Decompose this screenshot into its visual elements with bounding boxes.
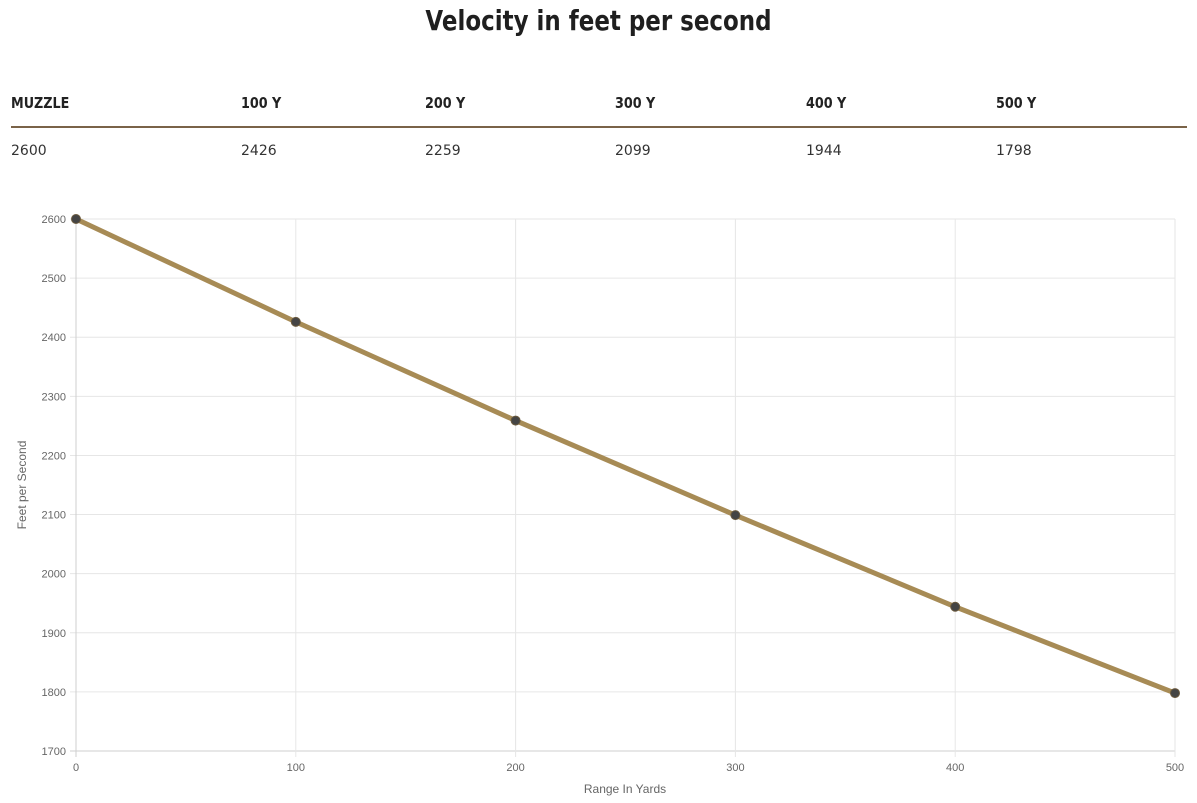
series xyxy=(71,214,1180,699)
data-point xyxy=(510,415,521,426)
y-tick-label: 2300 xyxy=(42,391,66,403)
y-tick-label: 2100 xyxy=(42,510,66,522)
y-axis: 1700 1800 1900 2000 2100 2200 2300 2400 2500 2600 xyxy=(42,214,66,758)
x-tick-label: 200 xyxy=(506,762,524,774)
x-tick-label: 400 xyxy=(946,762,964,774)
value-500y: 1798 xyxy=(996,143,1032,159)
y-axis-label: Feet per Second xyxy=(15,441,29,530)
value-200y: 2259 xyxy=(425,143,461,159)
data-point xyxy=(71,214,81,224)
table-row: 2600 2426 2259 2099 1944 1798 xyxy=(11,128,1187,159)
x-tick-label: 0 xyxy=(73,762,79,774)
data-point xyxy=(730,510,741,521)
x-axis-label: Range In Yards xyxy=(584,782,666,796)
y-tick-label: 2000 xyxy=(42,569,66,581)
velocity-line-chart: 1700180019002000210022002300240025002600… xyxy=(15,214,1184,796)
y-tick-label: 2500 xyxy=(42,273,66,285)
table-header-row: MUZZLE 100 Y 200 Y 300 Y 400 Y 500 Y xyxy=(11,86,1187,128)
series-line xyxy=(73,216,1178,696)
y-tick-label: 1900 xyxy=(42,628,66,640)
y-tick-label: 2400 xyxy=(42,332,66,344)
velocity-table: MUZZLE 100 Y 200 Y 300 Y 400 Y 500 Y 260… xyxy=(11,86,1187,159)
x-tick-label: 100 xyxy=(287,762,305,774)
y-tick-label: 1800 xyxy=(42,687,66,699)
data-point xyxy=(950,601,961,612)
x-axis: 0 100 200 300 400 500 xyxy=(73,762,1184,774)
y-tick-label: 2600 xyxy=(42,214,66,226)
data-point xyxy=(290,316,301,327)
header-200y: 200 Y xyxy=(425,94,466,112)
value-300y: 2099 xyxy=(615,143,651,159)
header-100y: 100 Y xyxy=(241,94,282,112)
y-tick-label: 1700 xyxy=(42,746,66,758)
header-400y: 400 Y xyxy=(806,94,847,112)
data-point xyxy=(1170,688,1180,699)
header-500y: 500 Y xyxy=(996,94,1037,112)
value-400y: 1944 xyxy=(806,143,842,159)
page-title: Velocity in feet per second xyxy=(425,4,772,37)
x-tick-label: 500 xyxy=(1166,762,1184,774)
header-300y: 300 Y xyxy=(615,94,656,112)
y-tick-label: 2200 xyxy=(42,450,66,462)
value-muzzle: 2600 xyxy=(11,143,47,159)
grid xyxy=(70,218,1176,757)
x-tick-label: 300 xyxy=(726,762,744,774)
header-muzzle: MUZZLE xyxy=(11,94,70,112)
value-100y: 2426 xyxy=(241,143,277,159)
